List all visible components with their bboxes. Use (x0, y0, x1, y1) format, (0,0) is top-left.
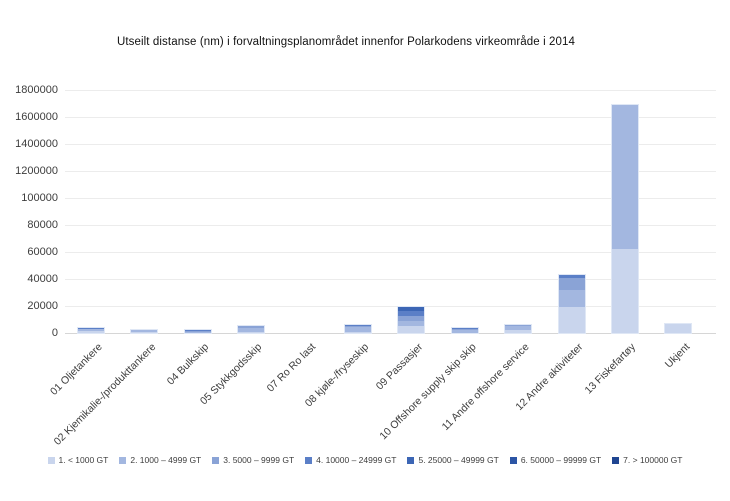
x-axis-category-label: 02 Kjemikalie-/produkttankere (51, 341, 158, 448)
bar-segment (398, 320, 425, 326)
bar (504, 323, 533, 334)
bar (77, 326, 105, 335)
x-axis-category-label: 04 Bulkskip (164, 341, 212, 388)
bar-segment (451, 329, 478, 333)
bar (183, 329, 212, 334)
bar-segment (505, 325, 532, 331)
bar-segment (451, 328, 478, 330)
chart-legend: 1. < 1000 GT 2. 1000 – 4999 GT 3. 5000 – 9… (0, 455, 730, 465)
y-axis-tick-label: 20000 (27, 300, 58, 312)
bar-segment (131, 330, 158, 332)
x-axis-category-label: 01 Oljetankere (47, 341, 105, 398)
legend-label: 4. 10000 – 24999 GT (316, 455, 397, 465)
legend-item: 6. 50000 – 99999 GT (509, 455, 602, 465)
legend-swatch (407, 456, 415, 464)
bar-segment (78, 327, 104, 329)
bar-segment (238, 331, 265, 333)
bar-segment (345, 324, 371, 326)
gridline (65, 198, 716, 199)
legend-label: 7. > 100000 GT (623, 455, 683, 465)
x-axis-line (65, 333, 716, 334)
legend-label: 6. 50000 – 99999 GT (520, 455, 602, 465)
y-axis-tick-label: 40000 (27, 273, 58, 285)
bar (130, 329, 159, 334)
gridline (65, 252, 716, 253)
bar-segment (78, 329, 104, 331)
bar-segment (398, 311, 425, 317)
bar-segment (238, 325, 265, 329)
bar (450, 326, 479, 335)
bar-segment (558, 307, 585, 333)
y-axis-tick-label: 80000 (27, 219, 58, 231)
bar-segment (184, 330, 211, 331)
legend-swatch (212, 456, 220, 464)
bar-segment (558, 277, 585, 291)
gridline (65, 117, 716, 118)
gridline (65, 144, 716, 145)
bar-segment (665, 323, 692, 333)
legend-label: 2. 1000 – 4999 GT (130, 455, 202, 465)
x-axis-category-label: 09 Passasjer (373, 341, 425, 393)
gridline (65, 225, 716, 226)
legend-item: 2. 1000 – 4999 GT (119, 455, 201, 465)
bar-segment (398, 316, 425, 321)
legend-swatch (47, 456, 55, 464)
bar (557, 273, 586, 334)
y-axis-tick-label: 60000 (27, 246, 58, 258)
legend-item: 4. 10000 – 24999 GT (305, 455, 396, 465)
x-axis-category-label: 07 Ro Ro last (264, 341, 319, 395)
bar (397, 306, 426, 334)
x-axis-category-label: Ukjent (662, 341, 692, 371)
x-axis-category-label: 10 Offshore supply skip skip (377, 341, 479, 443)
bar-segment (184, 331, 211, 333)
bar-segment (345, 331, 371, 333)
chart-title: Utseilt distanse (nm) i forvaltningsplan… (116, 36, 576, 48)
y-axis-tick-label: 1400000 (15, 138, 58, 150)
bar-segment (558, 290, 585, 308)
legend-item: 1. < 1000 GT (47, 455, 109, 465)
bar-segment (184, 330, 211, 332)
legend-label: 3. 5000 – 9999 GT (223, 455, 295, 465)
gridline (65, 171, 716, 172)
y-axis-tick-label: 1200000 (15, 165, 58, 177)
bar-segment (505, 330, 532, 333)
bar-segment (345, 326, 371, 332)
bar-segment (612, 104, 638, 250)
y-axis-tick-label: 1600000 (15, 111, 58, 123)
bar-segment (78, 330, 104, 333)
bar-segment (78, 328, 104, 330)
bar (344, 323, 372, 334)
gridline (65, 90, 716, 91)
bar-segment (451, 327, 478, 329)
bar (237, 324, 266, 335)
legend-item: 7. > 100000 GT (612, 455, 682, 465)
legend-item: 3. 5000 – 9999 GT (212, 455, 294, 465)
gridline (65, 306, 716, 307)
legend-label: 1. < 1000 GT (58, 455, 109, 465)
legend-swatch (119, 456, 127, 464)
bar-segment (558, 274, 585, 278)
legend-swatch (612, 456, 620, 464)
bar-segment (184, 332, 211, 334)
bar (664, 322, 693, 335)
bar-segment (612, 249, 638, 333)
y-axis-tick-label: 100000 (21, 192, 58, 204)
x-axis-category-label: 13 Fiskefartøy (582, 341, 639, 397)
gridline (65, 279, 716, 280)
bar-segment (345, 325, 371, 327)
bar-segment (398, 325, 425, 333)
bar-segment (131, 331, 158, 333)
bar-segment (238, 328, 265, 332)
bar-segment (505, 324, 532, 326)
y-axis-tick-label: 0 (51, 327, 58, 339)
x-axis-category-label: 11 Andre offshore service (439, 341, 532, 434)
bar (611, 103, 639, 334)
legend-swatch (305, 456, 313, 464)
legend-label: 5. 25000 – 49999 GT (418, 455, 499, 465)
legend-swatch (509, 456, 517, 464)
bar-segment (398, 307, 425, 312)
legend-item: 5. 25000 – 49999 GT (407, 455, 499, 465)
y-axis-tick-label: 1800000 (15, 84, 58, 96)
